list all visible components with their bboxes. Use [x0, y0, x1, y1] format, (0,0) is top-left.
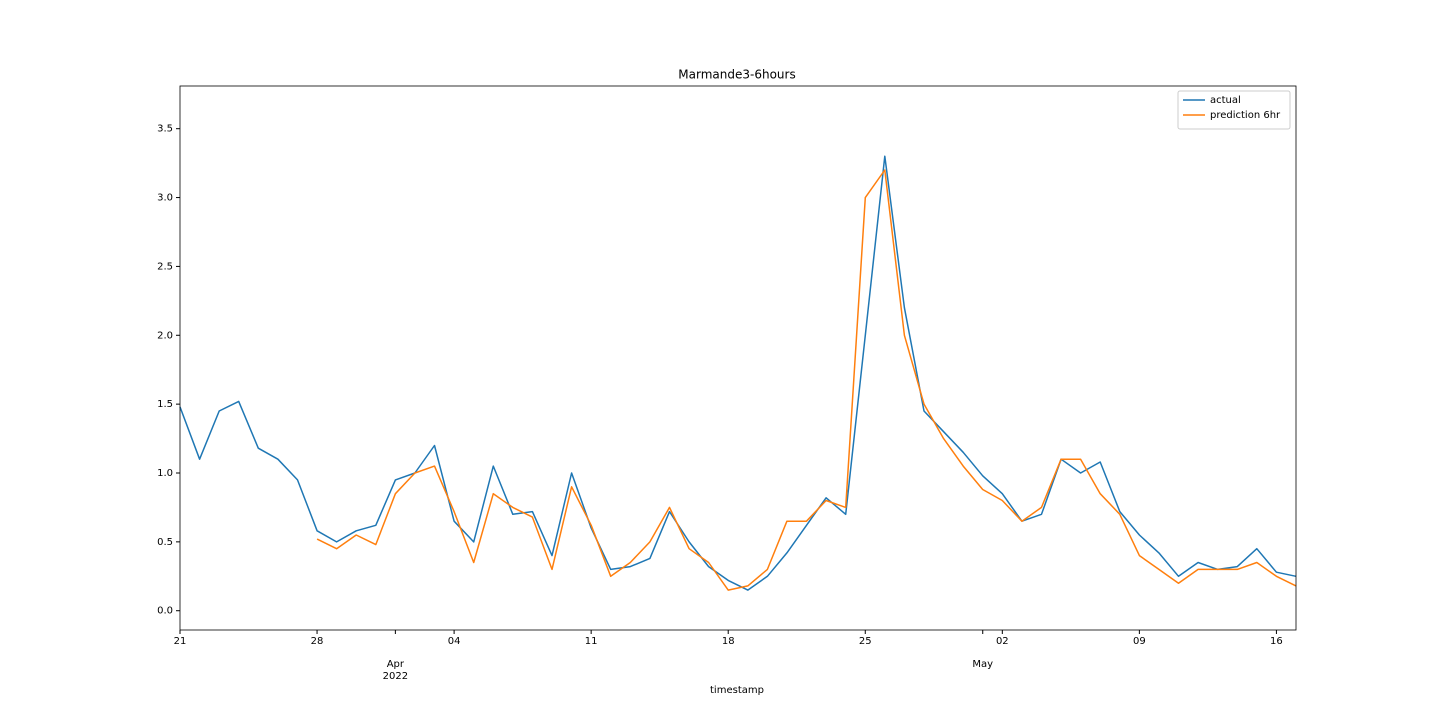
x-tick-label: 09	[1133, 636, 1146, 647]
y-tick-label: 3.0	[157, 193, 173, 204]
legend-label: prediction 6hr	[1210, 110, 1281, 121]
y-tick-label: 1.0	[157, 468, 173, 479]
x-tick-label: 25	[859, 636, 872, 647]
x-tick-label: 02	[996, 636, 1009, 647]
legend-box	[1177, 90, 1291, 130]
x-month-label: May	[972, 659, 993, 670]
y-tick-label: 3.5	[157, 124, 173, 135]
x-tick-label: 28	[311, 636, 324, 647]
y-tick-label: 1.5	[157, 399, 173, 410]
x-month-label: Apr 2022	[383, 659, 408, 682]
legend-label: actual	[1210, 95, 1241, 106]
y-tick-label: 2.0	[157, 330, 173, 341]
series-line	[179, 155, 1297, 591]
plot-frame	[179, 85, 1297, 631]
x-tick-label: 11	[585, 636, 598, 647]
series-line	[316, 169, 1297, 591]
chart-title: Marmande3-6hours	[678, 68, 795, 82]
x-tick-label: 21	[174, 636, 187, 647]
y-tick-label: 0.0	[157, 606, 173, 617]
x-tick-label: 04	[448, 636, 461, 647]
y-tick-label: 2.5	[157, 261, 173, 272]
x-tick-label: 16	[1270, 636, 1283, 647]
x-axis-label: timestamp	[710, 685, 764, 696]
y-tick-label: 0.5	[157, 537, 173, 548]
x-tick-label: 18	[722, 636, 735, 647]
